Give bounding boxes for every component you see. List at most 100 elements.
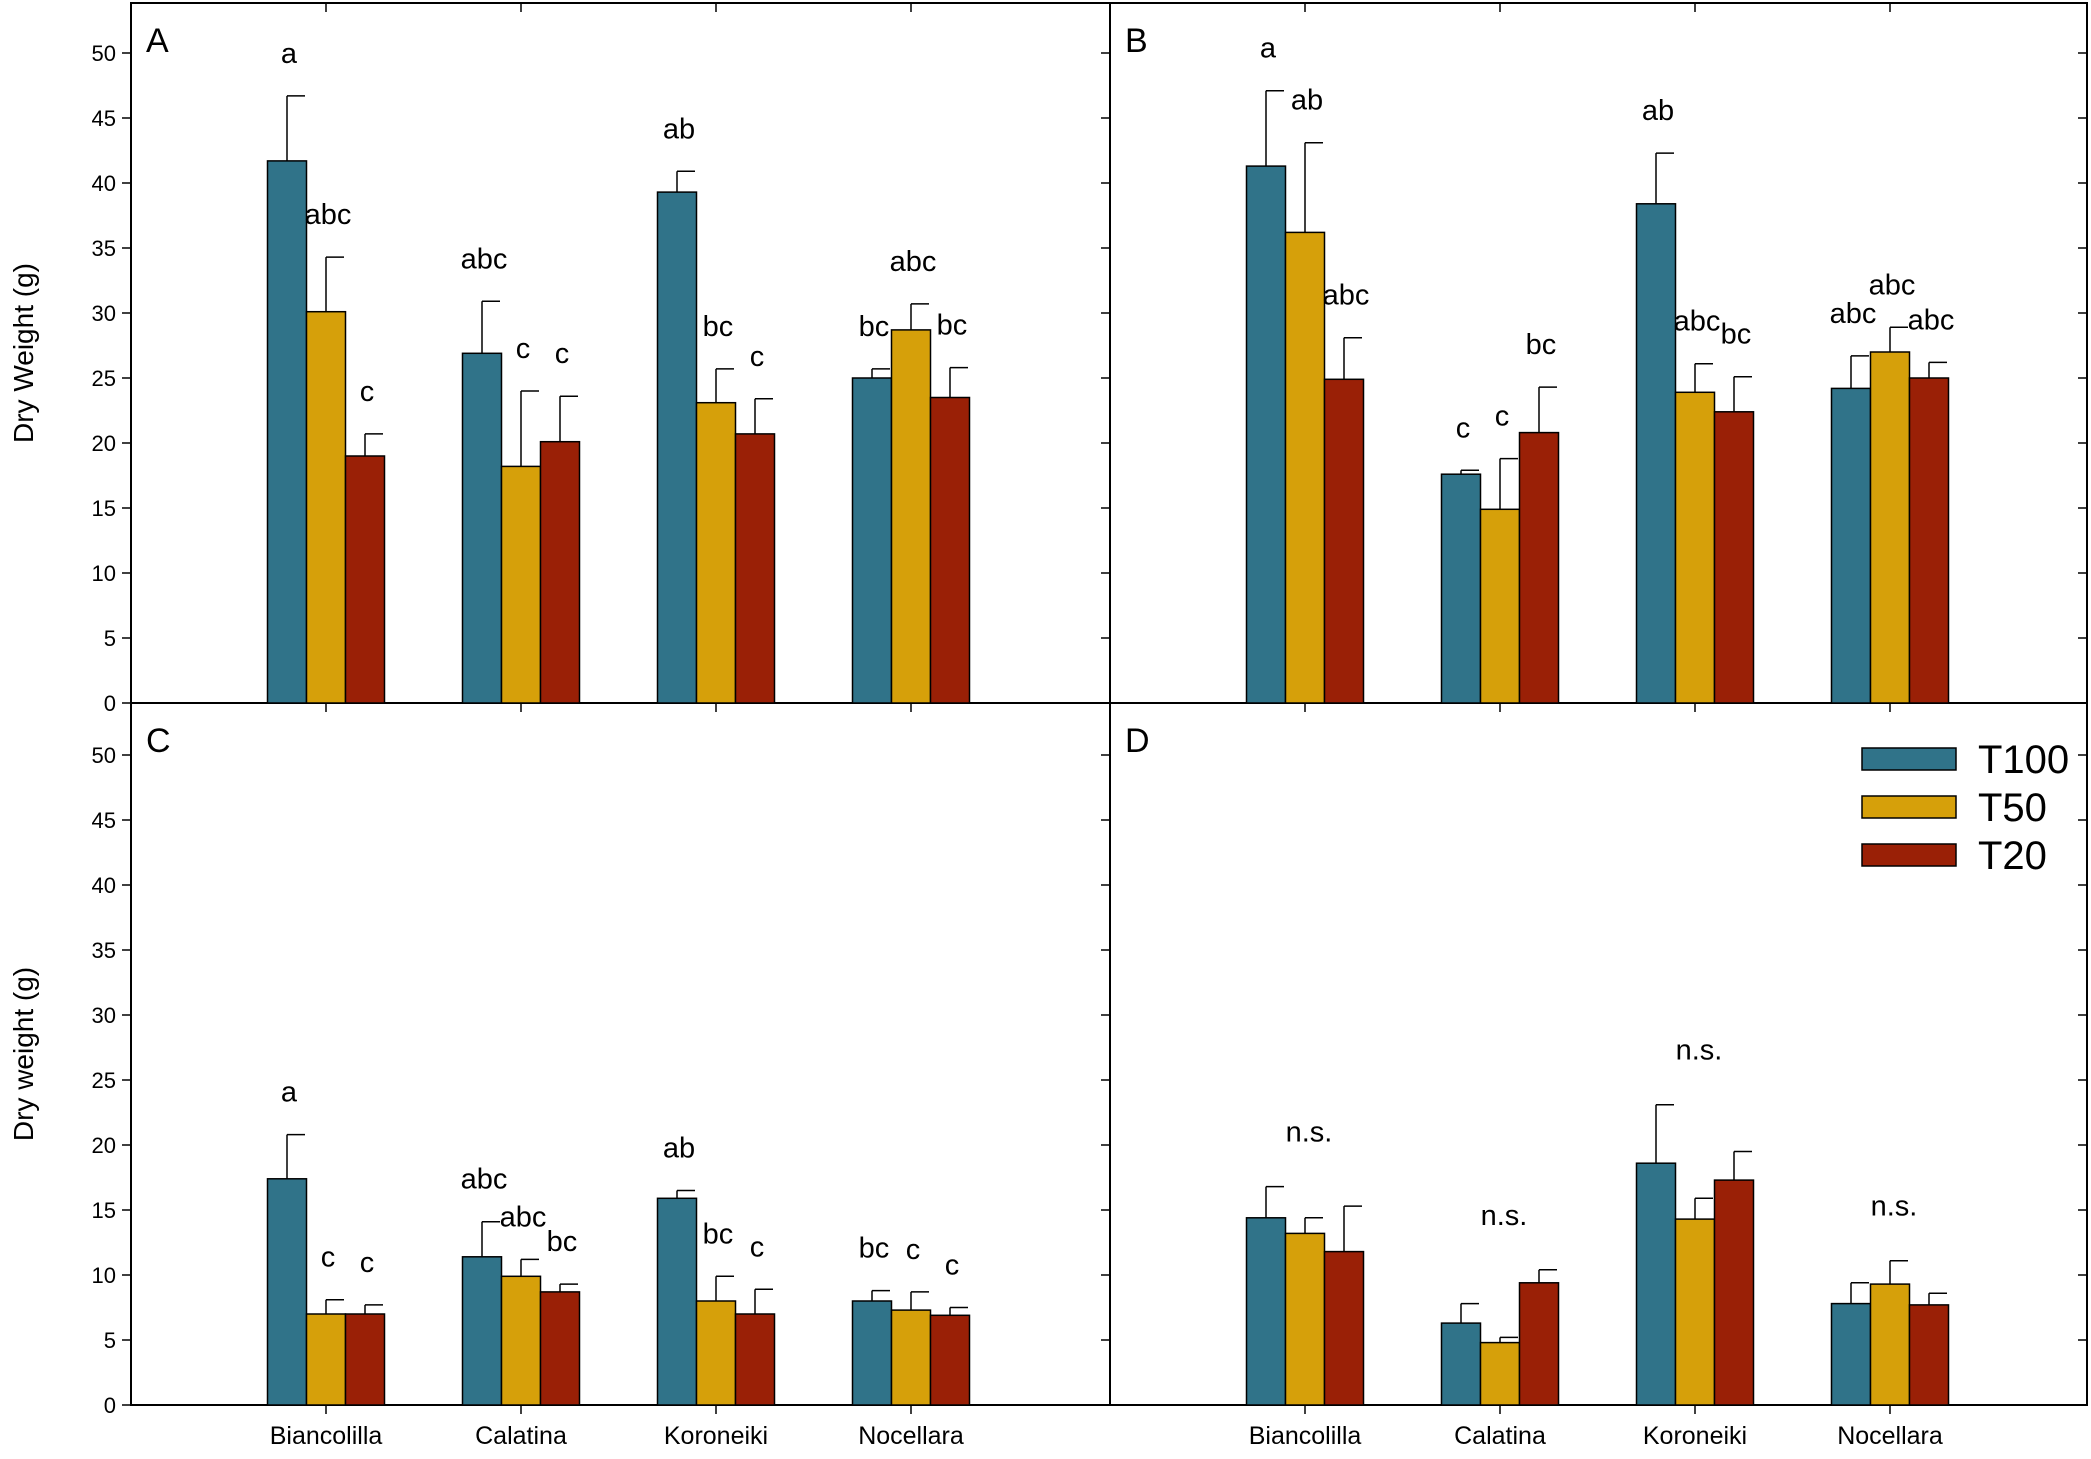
bar-a-calatina-t50 [500,465,542,704]
legend-swatch-t50 [1861,795,1957,819]
panel-c: C 0 5 10 15 20 25 30 35 40 45 50 Biancolilla Calatina… [92,722,1110,1450]
significance-label: n.s. [1286,1117,1333,1149]
bar-a-nocellara-t50 [890,329,932,704]
bar-a-biancolilla-t50 [305,310,347,704]
y-tick-label: 20 [92,1133,116,1158]
bar-a-biancolilla-t20 [344,455,386,704]
legend-label-t50: T50 [1978,786,2047,830]
y-tick-label: 15 [92,496,116,521]
y-tick-label: 45 [92,106,116,131]
y-tick-label: 15 [92,1198,116,1223]
y-tick-label: 0 [104,691,116,716]
significance-label: ab [663,113,695,145]
significance-label: n.s. [1676,1035,1723,1067]
panel-label-a: A [146,22,169,60]
significance-label: c [1456,412,1471,444]
bar-c-koroneiki-t20 [734,1313,776,1406]
significance-label: abc [461,243,508,275]
bar-b-calatina-t100 [1440,473,1482,704]
bar-a-koroneiki-t100 [656,191,698,704]
significance-label: abc [1674,306,1721,338]
y-tick-label: 30 [92,1003,116,1028]
bar-b-nocellara-t100 [1830,387,1872,704]
significance-label: abc [1908,304,1955,336]
y-tick-label: 20 [92,431,116,456]
bar-d-koroneiki-t50 [1674,1218,1716,1406]
bar-d-nocellara-t100 [1830,1302,1872,1406]
significance-label: a [281,38,298,70]
y-axis-title-top: Dry Weight (g) [8,263,39,443]
category-label-nocellara: Nocellara [858,1422,964,1450]
significance-label: abc [890,246,937,278]
bar-a-biancolilla-t100 [266,160,308,704]
significance-label: n.s. [1871,1191,1918,1223]
y-tick-label: 0 [104,1393,116,1418]
y-axis-title-bottom: Dry weight (g) [8,967,39,1141]
bar-b-biancolilla-t20 [1323,378,1365,704]
bar-b-biancolilla-t100 [1245,165,1287,704]
bar-c-biancolilla-t100 [266,1178,308,1406]
panel-label-c: C [146,722,171,760]
bar-b-biancolilla-t50 [1284,231,1326,704]
bar-d-nocellara-t50 [1869,1283,1911,1406]
y-tick-label: 40 [92,873,116,898]
significance-label: c [321,1242,336,1274]
category-label-calatina: Calatina [475,1422,567,1450]
y-tick-label: 10 [92,1263,116,1288]
significance-label: c [945,1250,960,1282]
significance-label: abc [500,1201,547,1233]
bar-a-koroneiki-t20 [734,433,776,704]
category-label-nocellara: Nocellara [1837,1422,1943,1450]
y-tick-label: 50 [92,743,116,768]
significance-label: c [750,341,765,373]
significance-label: ab [663,1133,695,1165]
bar-d-koroneiki-t20 [1713,1179,1755,1406]
bar-c-nocellara-t100 [851,1300,893,1406]
significance-label: c [360,1247,375,1279]
bar-d-biancolilla-t100 [1245,1217,1287,1406]
y-tick-label: 5 [104,1328,116,1353]
y-tick-label: 30 [92,301,116,326]
significance-label: bc [703,311,734,343]
bar-b-nocellara-t50 [1869,351,1911,704]
legend-swatch-t100 [1861,747,1957,771]
bar-d-calatina-t20 [1518,1282,1560,1406]
legend-label-t20: T20 [1978,834,2047,878]
bar-b-koroneiki-t20 [1713,411,1755,704]
bar-d-koroneiki-t100 [1635,1162,1677,1406]
panel-label-b: B [1125,22,1148,60]
significance-label: n.s. [1481,1200,1528,1232]
bar-b-calatina-t20 [1518,431,1560,704]
significance-label: c [555,338,570,370]
legend-label-t100: T100 [1978,738,2069,782]
significance-label: bc [1721,319,1752,351]
significance-label: abc [1323,280,1370,312]
y-tick-label: 25 [92,1068,116,1093]
significance-label: abc [461,1164,508,1196]
significance-label: a [1260,33,1277,65]
bar-a-koroneiki-t50 [695,401,737,704]
bar-c-nocellara-t50 [890,1309,932,1406]
y-tick-label: 50 [92,41,116,66]
category-label-biancolilla: Biancolilla [1249,1422,1362,1450]
panel-label-d: D [1125,722,1150,760]
category-label-biancolilla: Biancolilla [270,1422,383,1450]
bar-c-koroneiki-t100 [656,1197,698,1406]
y-tick-label: 35 [92,938,116,963]
bar-c-calatina-t100 [461,1256,503,1406]
significance-label: a [281,1077,298,1109]
category-label-koroneiki: Koroneiki [664,1422,768,1450]
significance-label: c [516,333,531,365]
y-tick-label: 5 [104,626,116,651]
y-tick-label: 10 [92,561,116,586]
significance-label: abc [305,199,352,231]
significance-label: bc [703,1218,734,1250]
bar-d-biancolilla-t50 [1284,1232,1326,1406]
bar-a-nocellara-t100 [851,377,893,704]
bar-c-calatina-t50 [500,1275,542,1406]
significance-label: c [906,1234,921,1266]
significance-label: bc [859,1233,890,1265]
